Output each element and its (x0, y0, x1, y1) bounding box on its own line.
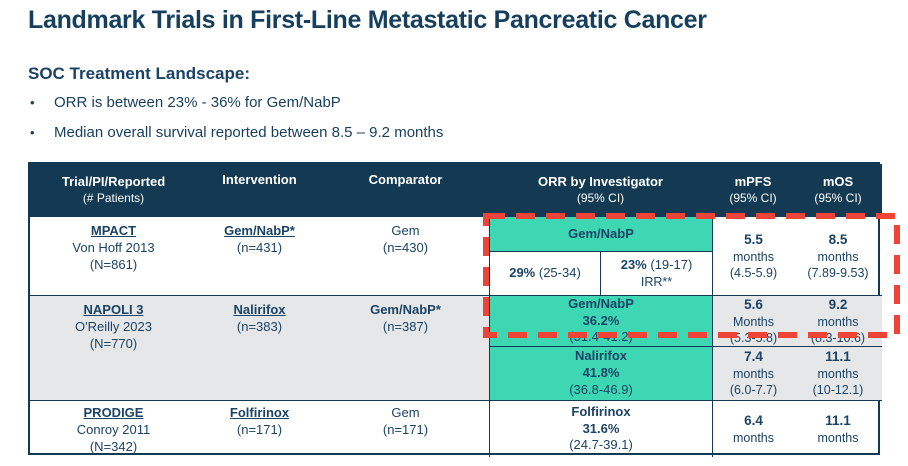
bullet-icon: • (30, 125, 35, 140)
header-mpfs: mPFS (95% CI) (712, 164, 794, 217)
napoli-mos-nalirifox-cell: 11.1 months (10-12.1) (794, 347, 882, 400)
napoli-comparator-cell: Gem/NabP* (n=387) (322, 295, 489, 400)
mpact-mpfs-cell: 5.5 months (4.5-5.9) (712, 217, 794, 295)
mpact-comparator-cell: Gem (n=430) (382, 223, 429, 255)
header-orr: ORR by Investigator (95% CI) (489, 164, 712, 217)
header-intervention: Intervention (197, 164, 322, 217)
napoli-orr-gemnabp-cell: Gem/NabP 36.2% (31.4-41.2) (489, 295, 712, 347)
header-mos: mOS (95% CI) (794, 164, 882, 217)
napoli-mpfs-nalirifox-cell: 7.4 months (6.0-7.7) (712, 347, 794, 400)
napoli-trial-cell: NAPOLI 3 O'Reilly 2023 (N=770) (30, 295, 197, 400)
prodige-intervention-cell: Folfirinox (n=171) (197, 400, 322, 457)
prodige-mpfs-cell: 6.4 months (712, 400, 794, 457)
mpact-orr-investigator-cell: 29% (25-34) (489, 252, 600, 295)
napoli-mpfs-gemnabp-cell: 5.6 Months (5.3-5.8) (712, 295, 794, 347)
section-heading: SOC Treatment Landscape: (28, 64, 251, 83)
header-trial: Trial/PI/Reported (# Patients) (30, 164, 197, 217)
bullet-item: • Median overall survival reported betwe… (30, 124, 630, 141)
prodige-mos-cell: 11.1 months (794, 400, 882, 457)
bullet-item: • ORR is between 23% - 36% for Gem/NabP (30, 94, 630, 111)
bullet-text-mos: Median overall survival reported between… (54, 124, 444, 141)
page-title: Landmark Trials in First-Line Metastatic… (28, 6, 707, 34)
prodige-orr-cell: Folfirinox 31.6% (24.7-39.1) (489, 400, 712, 457)
prodige-trial-cell: PRODIGE Conroy 2011 (N=342) (30, 400, 197, 457)
bullet-text-orr: ORR is between 23% - 36% for Gem/NabP (54, 94, 341, 111)
mpact-orr-group-cell: Gem/NabP (489, 217, 712, 252)
mpact-trial-cell: MPACT Von Hoff 2013 (N=861) (72, 223, 155, 272)
napoli-intervention-cell: Nalirifox (n=383) (197, 295, 322, 400)
header-comparator: Comparator (322, 164, 489, 217)
mpact-mos-cell: 8.5 months (7.89-9.53) (807, 231, 869, 280)
bullet-icon: • (30, 95, 35, 110)
mpact-intervention-cell: Gem/NabP* (n=431) (224, 223, 295, 255)
napoli-mos-gemnabp-cell: 9.2 months (8.3-10.6) (794, 295, 882, 347)
napoli-orr-nalirifox-cell: Nalirifox 41.8% (36.8-46.9) (489, 347, 712, 400)
mpact-orr-irr-cell: 23% (19-17) IRR** (600, 252, 712, 295)
prodige-comparator-cell: Gem (n=171) (322, 400, 489, 457)
trials-table: Trial/PI/Reported (# Patients) Intervent… (28, 162, 882, 457)
